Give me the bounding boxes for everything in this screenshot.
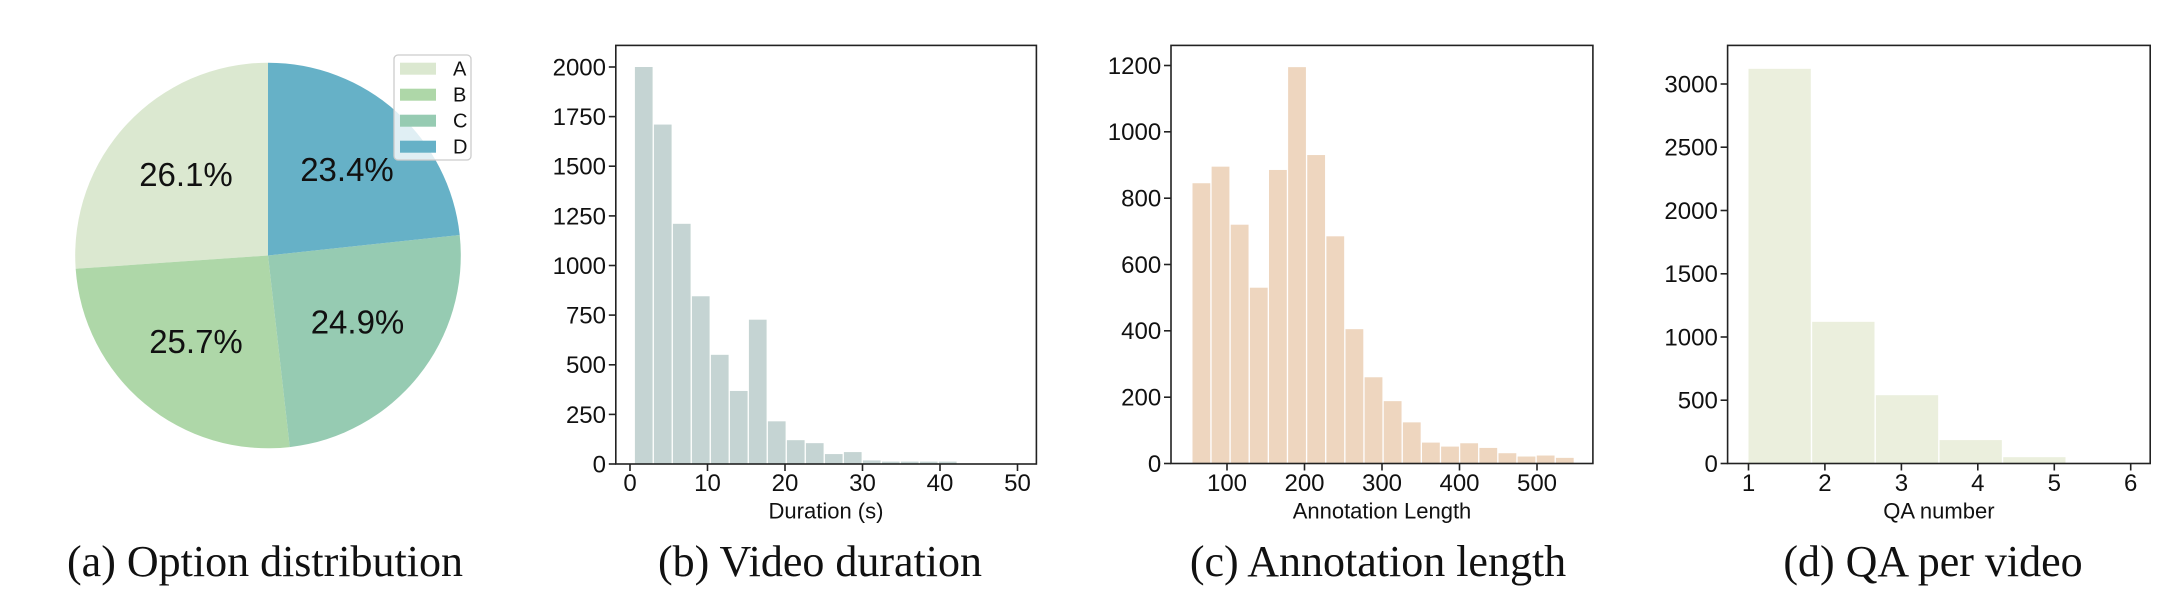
svg-text:6: 6 bbox=[2124, 470, 2137, 497]
svg-text:750: 750 bbox=[566, 303, 606, 330]
svg-text:Duration (s): Duration (s) bbox=[769, 499, 884, 524]
svg-text:1: 1 bbox=[1742, 470, 1755, 497]
svg-text:400: 400 bbox=[1121, 318, 1161, 345]
svg-text:C: C bbox=[453, 111, 467, 133]
svg-text:800: 800 bbox=[1121, 186, 1161, 213]
svg-text:40: 40 bbox=[927, 470, 954, 497]
svg-text:500: 500 bbox=[1517, 470, 1557, 497]
svg-text:(a) Option distribution: (a) Option distribution bbox=[67, 537, 463, 586]
svg-text:50: 50 bbox=[1004, 470, 1031, 497]
svg-text:2500: 2500 bbox=[1664, 135, 1717, 162]
svg-text:1500: 1500 bbox=[553, 154, 606, 181]
svg-text:200: 200 bbox=[1121, 385, 1161, 412]
svg-text:D: D bbox=[453, 137, 467, 159]
svg-text:1250: 1250 bbox=[553, 203, 606, 230]
svg-text:250: 250 bbox=[566, 402, 606, 429]
svg-text:1000: 1000 bbox=[1108, 119, 1161, 146]
svg-text:400: 400 bbox=[1439, 470, 1479, 497]
svg-text:2: 2 bbox=[1818, 470, 1831, 497]
svg-text:10: 10 bbox=[694, 470, 721, 497]
svg-text:1000: 1000 bbox=[553, 253, 606, 280]
svg-text:23.4%: 23.4% bbox=[300, 151, 394, 188]
svg-text:1200: 1200 bbox=[1108, 53, 1161, 80]
svg-text:24.9%: 24.9% bbox=[311, 304, 405, 341]
svg-text:B: B bbox=[453, 85, 466, 107]
svg-text:600: 600 bbox=[1121, 252, 1161, 279]
svg-text:500: 500 bbox=[1678, 388, 1718, 415]
svg-text:2000: 2000 bbox=[1664, 198, 1717, 225]
svg-text:100: 100 bbox=[1207, 470, 1247, 497]
svg-text:26.1%: 26.1% bbox=[139, 156, 233, 193]
svg-text:1750: 1750 bbox=[553, 104, 606, 131]
svg-text:30: 30 bbox=[849, 470, 876, 497]
svg-text:0: 0 bbox=[1148, 451, 1161, 478]
svg-text:300: 300 bbox=[1362, 470, 1402, 497]
svg-text:(d) QA per video: (d) QA per video bbox=[1783, 537, 2082, 586]
svg-text:4: 4 bbox=[1971, 470, 1984, 497]
svg-text:QA number: QA number bbox=[1883, 499, 1994, 524]
svg-text:1000: 1000 bbox=[1664, 324, 1717, 351]
svg-text:3: 3 bbox=[1895, 470, 1908, 497]
svg-text:1500: 1500 bbox=[1664, 261, 1717, 288]
svg-text:20: 20 bbox=[772, 470, 799, 497]
svg-text:5: 5 bbox=[2048, 470, 2061, 497]
svg-text:0: 0 bbox=[623, 470, 636, 497]
svg-text:0: 0 bbox=[593, 451, 606, 478]
svg-text:(c) Annotation length: (c) Annotation length bbox=[1190, 537, 1566, 586]
svg-text:(b) Video duration: (b) Video duration bbox=[658, 537, 982, 586]
svg-text:0: 0 bbox=[1704, 451, 1717, 478]
svg-text:Annotation Length: Annotation Length bbox=[1293, 499, 1472, 524]
svg-text:500: 500 bbox=[566, 352, 606, 379]
svg-text:2000: 2000 bbox=[553, 54, 606, 81]
svg-text:200: 200 bbox=[1284, 470, 1324, 497]
svg-text:A: A bbox=[453, 59, 467, 81]
svg-text:25.7%: 25.7% bbox=[149, 323, 243, 360]
svg-text:3000: 3000 bbox=[1664, 71, 1717, 98]
